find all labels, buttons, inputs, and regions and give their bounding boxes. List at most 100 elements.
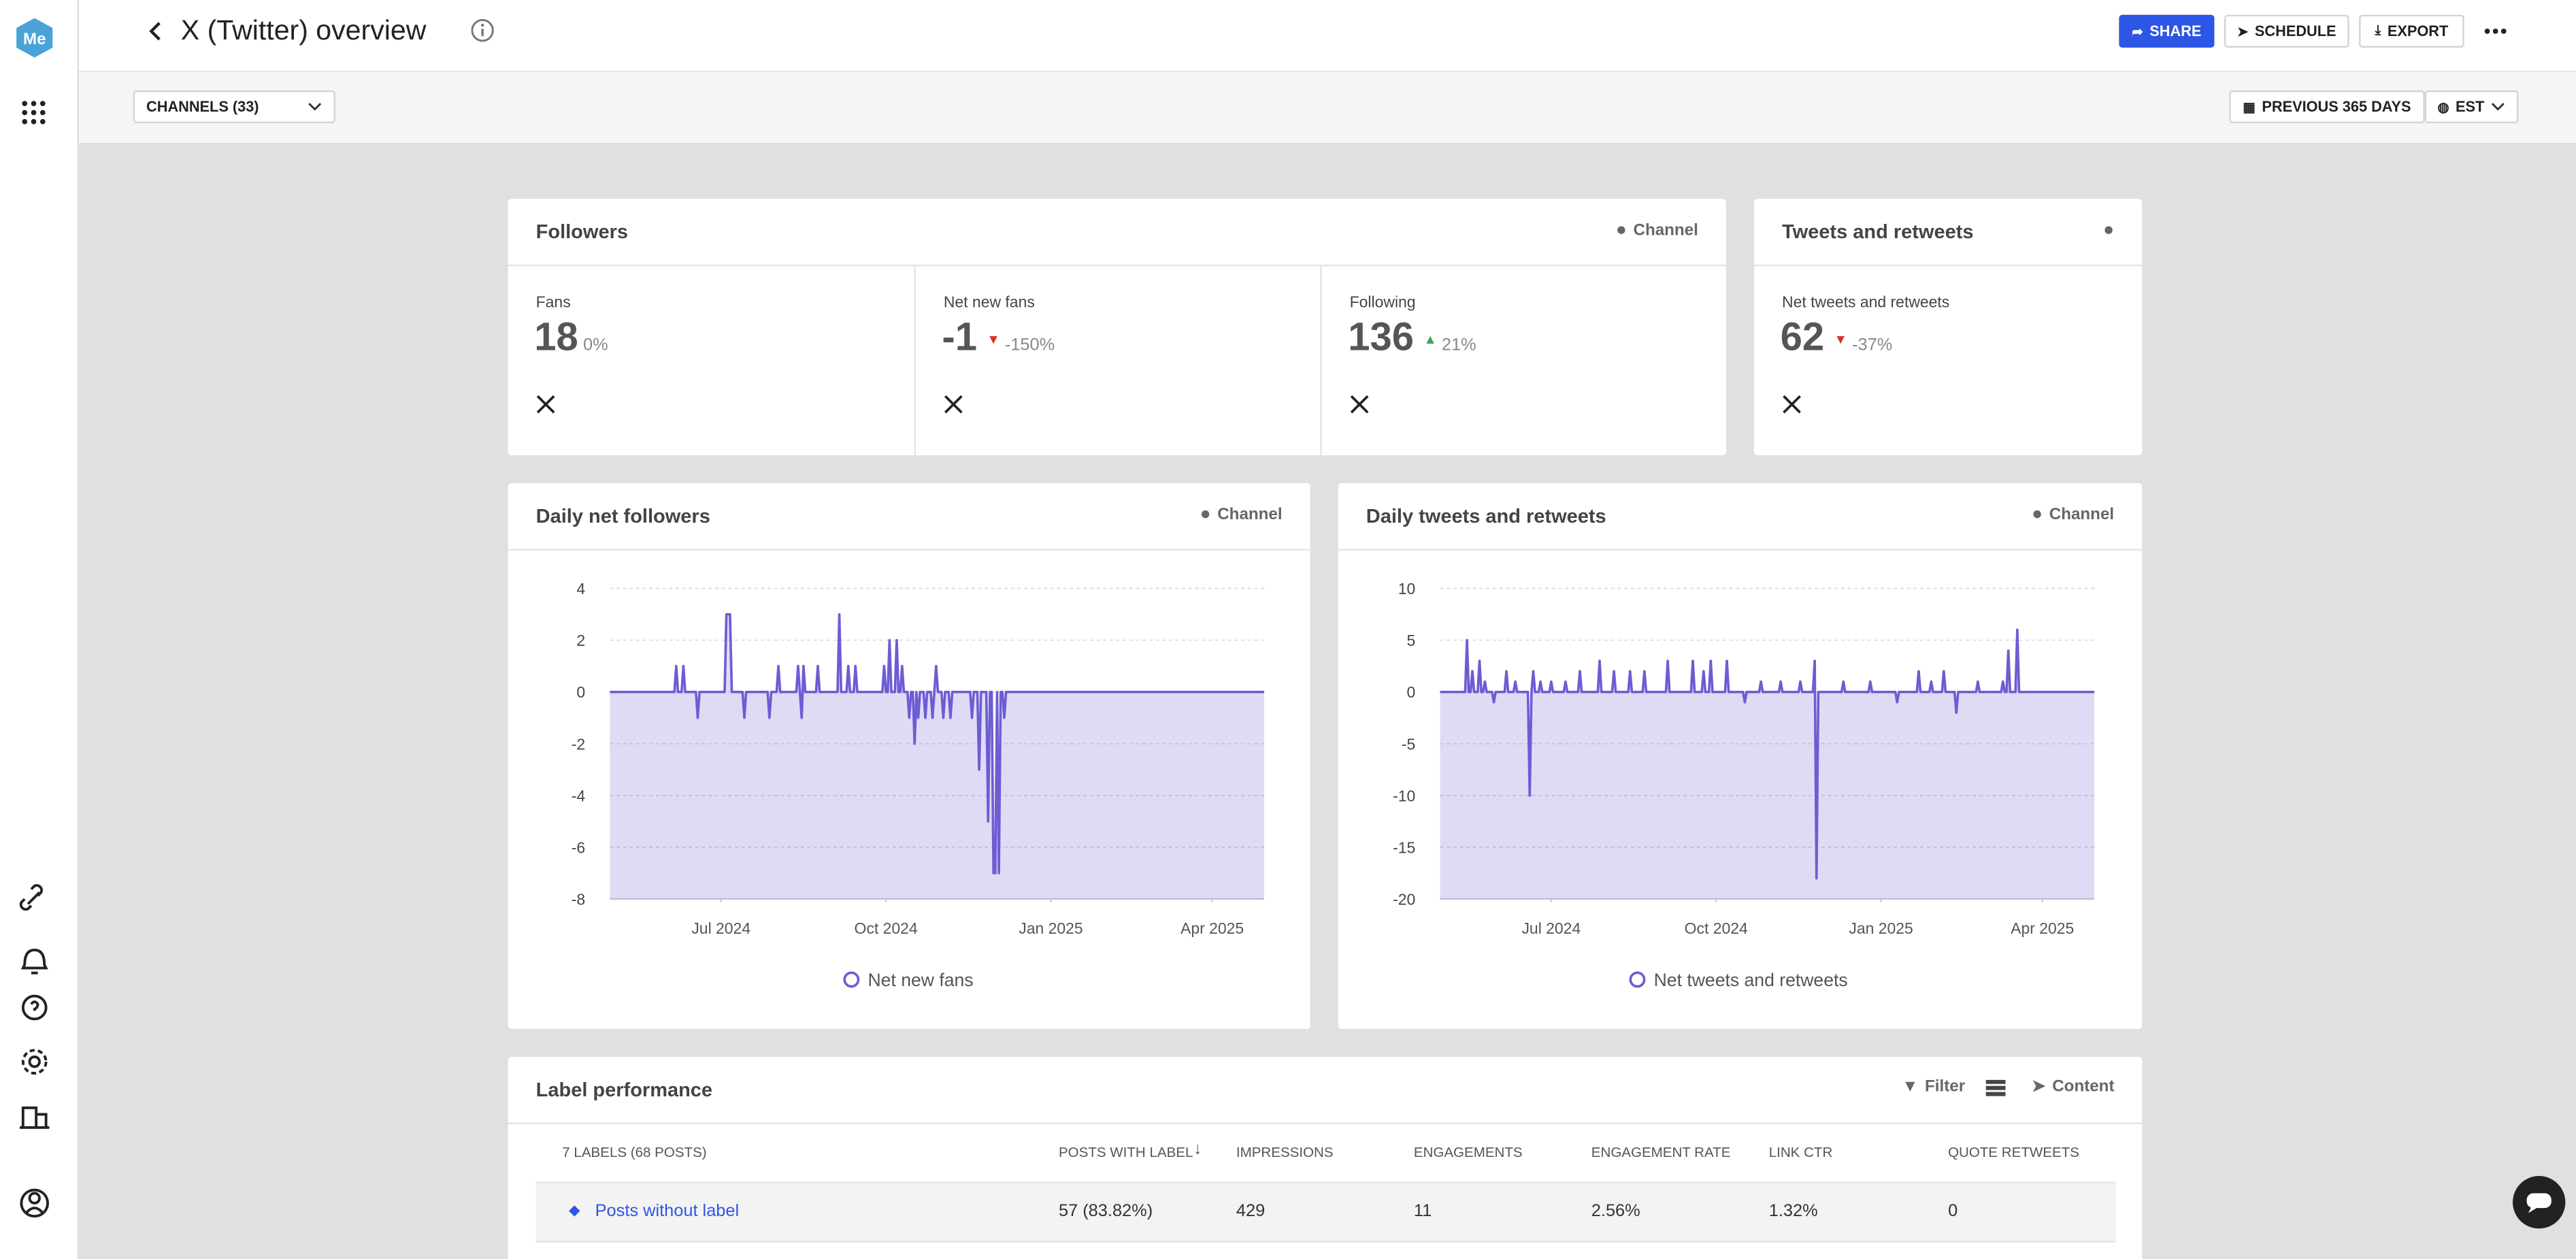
legend-marker	[1629, 971, 1646, 988]
y-tick-label: -5	[1402, 735, 1415, 753]
scope-label: Channel	[1633, 220, 1698, 240]
scope[interactable]: ● Channel	[1615, 220, 1698, 240]
filter-button[interactable]: ▼ Filter	[1902, 1078, 1966, 1096]
chart-title: Daily tweets and retweets	[1366, 504, 1606, 528]
metric-label: Fans	[535, 294, 571, 312]
x-tick-label: Jan 2025	[1019, 919, 1083, 937]
legend-label: Net new fans	[868, 970, 973, 990]
table-cell: 57 (83.82%)	[1058, 1201, 1153, 1222]
metric-change: 0%	[582, 335, 608, 355]
x-logo-shape	[1783, 395, 1801, 414]
followers-card: Followers ● Channel Fans 18 0% Net new fans -…	[508, 199, 1726, 455]
legend-item[interactable]: Net tweets and retweets	[1629, 970, 1848, 990]
x-logo	[1350, 395, 1369, 414]
legend-label: Net tweets and retweets	[1654, 970, 1848, 990]
metric-number: 18	[534, 315, 578, 360]
y-tick-label: 4	[576, 580, 585, 598]
export-button[interactable]: ⤓ EXPORT	[2359, 14, 2464, 48]
card-title: Tweets and retweets	[1782, 220, 1974, 244]
series-line	[610, 612, 1264, 874]
chart: -20 -15 -10 -5 0 5 10 Jul 2024 Oct 2024 Jan 2025 A…	[1393, 580, 2095, 990]
share-label: SHARE	[2149, 22, 2202, 39]
metric-value: 62 ▼ -37%	[1781, 316, 1893, 362]
column-header: 7 LABELS (68 POSTS)	[562, 1143, 707, 1161]
series-area	[610, 614, 1264, 900]
x-logo	[944, 395, 963, 414]
metric-value: 18 0%	[534, 316, 608, 362]
chart-title: Daily net followers	[535, 504, 710, 528]
view-toggle[interactable]	[1985, 1079, 2006, 1096]
timezone-label: EST	[2456, 98, 2485, 116]
scope[interactable]: ● Channel	[2032, 504, 2115, 525]
table-cell: 1.32%	[1768, 1201, 1818, 1222]
metric-number: 62	[1780, 315, 1825, 360]
x-tick-label: Jul 2024	[1521, 919, 1581, 937]
metric-number: 136	[1348, 315, 1414, 360]
sort-arrow: ↓	[1193, 1141, 1202, 1159]
logo[interactable]: Me	[15, 16, 54, 59]
metric-label: Net new fans	[943, 294, 1035, 312]
range-button[interactable]: ▦ PREVIOUS 365 DAYS	[2229, 90, 2425, 124]
series-area	[1440, 630, 2095, 900]
page-title: X (Twitter) overview	[180, 14, 427, 46]
sidebar-icons[interactable]	[18, 883, 51, 1228]
share-button[interactable]: ➦ SHARE	[2119, 14, 2215, 48]
table-cell: 429	[1236, 1201, 1266, 1222]
metric: Net new fans -1 ▼ -150%	[914, 266, 1321, 455]
y-tick-label: 10	[1398, 580, 1416, 598]
scope[interactable]: ● Channel	[1200, 504, 1283, 525]
column-header[interactable]: POSTS WITH LABEL	[1058, 1143, 1193, 1161]
y-tick-label: 0	[1406, 683, 1415, 701]
x-tick-label: Apr 2025	[1180, 919, 1244, 937]
x-tick-label: Jul 2024	[691, 919, 750, 937]
label-link[interactable]: Posts without label	[595, 1201, 740, 1222]
tweets-card: Tweets and retweets ● Net tweets and ret…	[1753, 199, 2143, 455]
export-label: EXPORT	[2387, 22, 2449, 39]
metric-change: -37%	[1852, 335, 1893, 355]
metric-change: -150%	[1004, 335, 1055, 355]
content-button[interactable]: ➤ Content	[2032, 1078, 2115, 1096]
metric: Fans 18 0%	[508, 266, 914, 455]
chart: -8 -6 -4 -2 0 2 4 Jul 2024 Oct 2024 Jan 2025 Apr 2…	[572, 580, 1264, 990]
back-button[interactable]	[148, 20, 164, 43]
info-icon[interactable]	[470, 18, 495, 43]
metric-label: Net tweets and retweets	[1782, 294, 1950, 312]
metric: Following 136 ▲ 21%	[1320, 266, 1728, 455]
scope-label: Channel	[2049, 505, 2115, 524]
timezone-button[interactable]: ◍ EST	[2424, 90, 2519, 124]
y-tick-label: -8	[572, 891, 585, 909]
chat-button[interactable]	[2512, 1175, 2566, 1230]
chart-card: Daily tweets and retweets ● Channel -20 -1…	[1338, 483, 2143, 1029]
x-logo-shape	[1350, 395, 1369, 414]
more-button[interactable]	[2484, 27, 2507, 36]
x-tick-label: Oct 2024	[855, 919, 918, 937]
y-tick-label: 2	[576, 632, 585, 649]
schedule-button[interactable]: ➤ SCHEDULE	[2224, 14, 2349, 48]
sidebar: Me	[0, 0, 79, 1259]
channels-dropdown[interactable]: CHANNELS (33)	[133, 90, 335, 124]
trend-arrow: ▼	[987, 331, 1000, 347]
y-tick-label: -6	[572, 838, 585, 856]
y-tick-label: -20	[1393, 891, 1415, 909]
toolbar: CHANNELS (33) ▦ PREVIOUS 365 DAYS ◍ EST	[78, 72, 2576, 145]
metric-value: 136 ▲ 21%	[1348, 316, 1476, 362]
x-tick-label: Apr 2025	[2011, 919, 2074, 937]
legend-item[interactable]: Net new fans	[843, 970, 974, 990]
column-header: LINK CTR	[1768, 1143, 1833, 1161]
trend-arrow: ▲	[1423, 331, 1437, 347]
metric-value: -1 ▼ -150%	[942, 316, 1055, 362]
range-label: PREVIOUS 365 DAYS	[2262, 98, 2411, 116]
x-logo	[1783, 395, 1801, 414]
apps-icon[interactable]	[21, 100, 46, 125]
series-line	[1440, 628, 2095, 880]
channels-label: CHANNELS (33)	[146, 98, 259, 116]
table-cell: 11	[1413, 1201, 1432, 1222]
scope-label: Channel	[1217, 505, 1283, 524]
header: X (Twitter) overview ➦ SHARE ➤ SCHEDULE ⤓ E…	[78, 0, 2576, 73]
y-tick-label: 0	[576, 683, 585, 701]
divider	[508, 549, 1310, 551]
scope-icon[interactable]: ●	[2103, 220, 2115, 240]
